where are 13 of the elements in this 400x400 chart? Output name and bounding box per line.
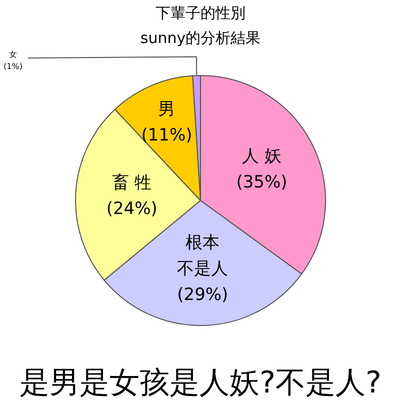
data-label: (35%) xyxy=(236,172,288,192)
data-label: (29%) xyxy=(177,285,228,306)
data-label: (11%) xyxy=(141,125,192,146)
slice-label: 人 妖 xyxy=(242,146,282,166)
slice-label: 根本不是人 xyxy=(177,233,228,280)
slice-label: 畜 牲 xyxy=(112,173,152,194)
chart-subtitle: sunny的分析結果 xyxy=(140,29,261,47)
data-label: (24%) xyxy=(106,199,158,220)
text: 是男是女孩是人妖?不是人? xyxy=(20,366,382,400)
data-label: (1%) xyxy=(4,62,22,71)
slice-label: 女 xyxy=(9,50,17,60)
slice-label: 男 xyxy=(158,99,176,120)
chart-title: 下輩子的性別 xyxy=(156,4,246,22)
